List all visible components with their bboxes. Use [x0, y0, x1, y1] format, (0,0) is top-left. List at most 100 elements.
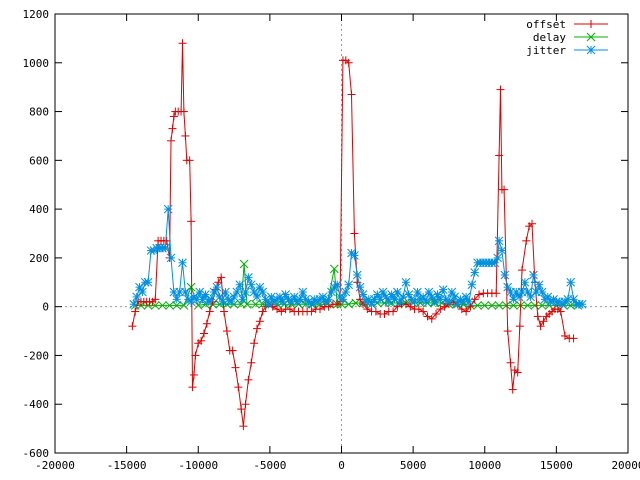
data-point-offset: [131, 307, 140, 316]
data-point-offset: [268, 302, 277, 311]
data-point-delay: [158, 301, 167, 310]
y-tick-label: 800: [29, 106, 49, 119]
data-point-jitter: [421, 297, 431, 307]
data-point-jitter: [212, 282, 222, 292]
data-point-offset: [560, 331, 569, 340]
data-point-jitter: [181, 287, 190, 297]
data-point-offset: [185, 156, 194, 165]
data-point-delay: [165, 301, 174, 310]
data-point-offset: [244, 375, 253, 384]
data-point-offset: [214, 278, 223, 287]
series-line-offset: [131, 43, 574, 427]
data-point-offset: [350, 229, 359, 238]
data-point-offset: [344, 58, 353, 67]
data-point-jitter: [341, 287, 351, 297]
y-tick-label: 1200: [23, 8, 50, 21]
data-point-offset: [522, 236, 531, 245]
data-point-jitter: [500, 270, 510, 280]
data-point-offset: [128, 322, 137, 331]
data-point-offset: [406, 302, 415, 311]
y-tick-label: -400: [23, 398, 50, 411]
data-point-offset: [492, 289, 501, 298]
data-point-offset: [536, 322, 545, 331]
data-point-offset: [380, 309, 389, 318]
data-point-offset: [222, 327, 231, 336]
data-point-jitter: [241, 287, 250, 297]
data-point-offset: [457, 305, 466, 314]
data-point-offset: [151, 295, 160, 304]
data-point-delay: [179, 301, 189, 310]
legend-label-offset: offset: [526, 18, 566, 31]
data-point-jitter: [577, 299, 587, 309]
legend-label-jitter: jitter: [526, 44, 566, 57]
data-point-offset: [307, 307, 316, 316]
data-point-offset: [258, 307, 267, 316]
data-point-offset: [466, 302, 475, 311]
data-point-offset: [363, 305, 372, 314]
data-point-delay: [480, 301, 490, 310]
data-point-jitter: [358, 290, 368, 299]
data-point-delay: [239, 259, 249, 269]
data-point-offset: [277, 307, 286, 316]
data-point-offset: [371, 307, 380, 316]
data-point-offset: [162, 236, 171, 245]
data-point-offset: [440, 302, 449, 311]
data-point-offset: [168, 124, 177, 133]
data-point-offset: [202, 319, 211, 328]
data-point-offset: [316, 305, 325, 314]
data-point-offset: [506, 358, 515, 367]
data-point-offset: [169, 112, 178, 121]
data-point-jitter: [238, 294, 248, 304]
data-point-jitter: [160, 243, 170, 253]
x-tick-label: 10000: [468, 459, 501, 472]
data-point-jitter: [467, 280, 477, 290]
data-point-jitter: [413, 287, 422, 297]
data-point-jitter: [129, 299, 139, 309]
data-point-jitter: [470, 268, 480, 277]
data-point-jitter: [163, 204, 173, 214]
data-point-delay: [523, 301, 533, 310]
data-point-delay: [251, 299, 260, 309]
data-point-offset: [508, 385, 517, 394]
y-tick-label: 1000: [23, 57, 50, 70]
data-point-jitter: [172, 294, 182, 304]
data-point-jitter: [393, 287, 402, 297]
data-point-offset: [199, 329, 208, 338]
x-tick-label: 15000: [540, 459, 573, 472]
data-point-jitter: [244, 273, 253, 282]
data-point-offset: [496, 85, 505, 94]
data-point-jitter: [143, 277, 153, 287]
data-point-offset: [217, 273, 226, 282]
data-point-jitter: [258, 287, 268, 297]
data-point-offset: [241, 400, 250, 409]
x-tick-label: 0: [338, 459, 345, 472]
data-point-offset: [513, 368, 522, 377]
data-point-offset: [475, 290, 484, 299]
data-point-offset: [533, 312, 542, 321]
data-point-delay: [329, 264, 339, 274]
data-point-jitter: [444, 297, 454, 307]
data-point-delay: [487, 301, 497, 310]
data-point-jitter: [166, 253, 176, 263]
data-point-delay: [344, 299, 354, 309]
data-point-offset: [347, 90, 356, 99]
data-point-jitter: [401, 277, 411, 287]
data-point-offset: [255, 317, 264, 326]
data-point-offset: [167, 136, 176, 145]
data-point-jitter: [206, 294, 216, 304]
data-point-offset: [220, 307, 229, 316]
data-point-jitter: [520, 277, 530, 287]
data-point-offset: [188, 383, 197, 392]
data-point-offset: [517, 266, 526, 275]
data-point-delay: [351, 298, 361, 308]
data-point-offset: [187, 217, 196, 226]
data-point-jitter: [355, 282, 365, 292]
legend-marker-jitter: [586, 45, 596, 55]
data-point-offset: [414, 305, 423, 314]
data-point-delay: [501, 301, 511, 310]
data-point-jitter: [537, 287, 547, 297]
y-tick-label: 400: [29, 203, 49, 216]
data-point-offset: [423, 312, 432, 321]
data-point-jitter: [497, 246, 507, 255]
